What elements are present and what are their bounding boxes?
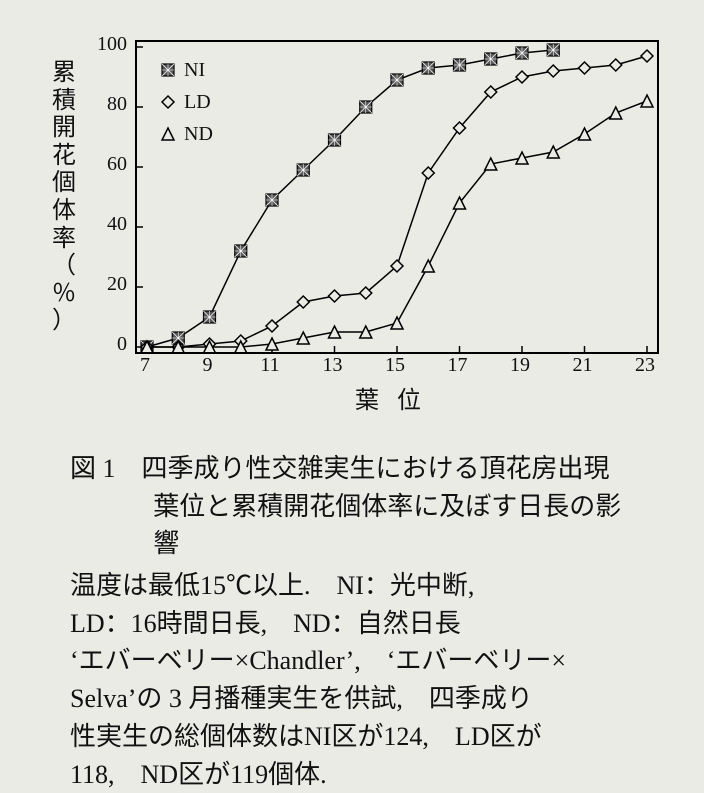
- x-tick-label: 17: [443, 354, 473, 377]
- x-tick-label: 23: [630, 354, 660, 377]
- legend-label: ND: [184, 119, 213, 149]
- y-axis-label: 累積開花個体率（％）: [50, 60, 78, 336]
- figure-caption: 図 1 四季成り性交雑実生における頂花房出現 葉位と累積開花個体率に及ぼす日長の…: [70, 450, 644, 793]
- page: 累積開花個体率（％） 0 20 40 60 80 100 7 9 11 13 15 17 19 21 23…: [0, 0, 704, 793]
- caption-title-line2: 葉位と累積開花個体率に及ぼす日長の影響: [153, 492, 621, 559]
- y-tick-label: 100: [87, 33, 127, 56]
- x-tick-label: 13: [318, 354, 348, 377]
- x-axis-label: 葉 位: [355, 380, 427, 415]
- x-tick-label: 9: [193, 354, 223, 377]
- y-tick-label: 40: [87, 213, 127, 236]
- caption-line: Selva’の 3 月播種実生を供試, 四季成り: [70, 684, 533, 713]
- caption-line: ‘エバーベリー×Chandler’, ‘エバーベリー×: [70, 646, 566, 675]
- caption-title-line1: 四季成り性交雑実生における頂花房出現: [142, 454, 610, 483]
- y-tick-label: 80: [87, 93, 127, 116]
- plot-frame: [135, 40, 659, 354]
- legend-item: LD: [160, 87, 213, 117]
- legend-item: NI: [160, 55, 213, 85]
- triangle-icon: [160, 126, 176, 142]
- chart-svg: [137, 42, 657, 352]
- diamond-icon: [160, 94, 176, 110]
- x-tick-label: 21: [568, 354, 598, 377]
- y-tick-label: 60: [87, 153, 127, 176]
- x-tick-label: 7: [130, 354, 160, 377]
- caption-title: 図 1 四季成り性交雑実生における頂花房出現 葉位と累積開花個体率に及ぼす日長の…: [70, 450, 644, 563]
- y-tick-label: 0: [87, 333, 127, 356]
- x-tick-label: 19: [505, 354, 535, 377]
- legend: NILDND: [160, 55, 213, 151]
- y-tick-label: 20: [87, 273, 127, 296]
- legend-label: LD: [184, 87, 211, 117]
- legend-item: ND: [160, 119, 213, 149]
- x-tick-label: 15: [380, 354, 410, 377]
- legend-label: NI: [184, 55, 205, 85]
- figure-label: 図 1: [70, 454, 116, 483]
- caption-line: 118, ND区が119個体.: [70, 760, 327, 789]
- hatched-square-icon: [160, 62, 176, 78]
- chart-area: 累積開花個体率（％） 0 20 40 60 80 100 7 9 11 13 15 17 19 21 23…: [50, 30, 670, 410]
- caption-line: 性実生の総個体数はNI区が124, LD区が: [70, 722, 542, 751]
- caption-line: 温度は最低15℃以上. NI：光中断,: [70, 571, 474, 600]
- caption-line: LD：16時間日長, ND：自然日長: [70, 609, 461, 638]
- caption-body: 温度は最低15℃以上. NI：光中断, LD：16時間日長, ND：自然日長 ‘エバ…: [70, 567, 644, 793]
- x-tick-label: 11: [255, 354, 285, 377]
